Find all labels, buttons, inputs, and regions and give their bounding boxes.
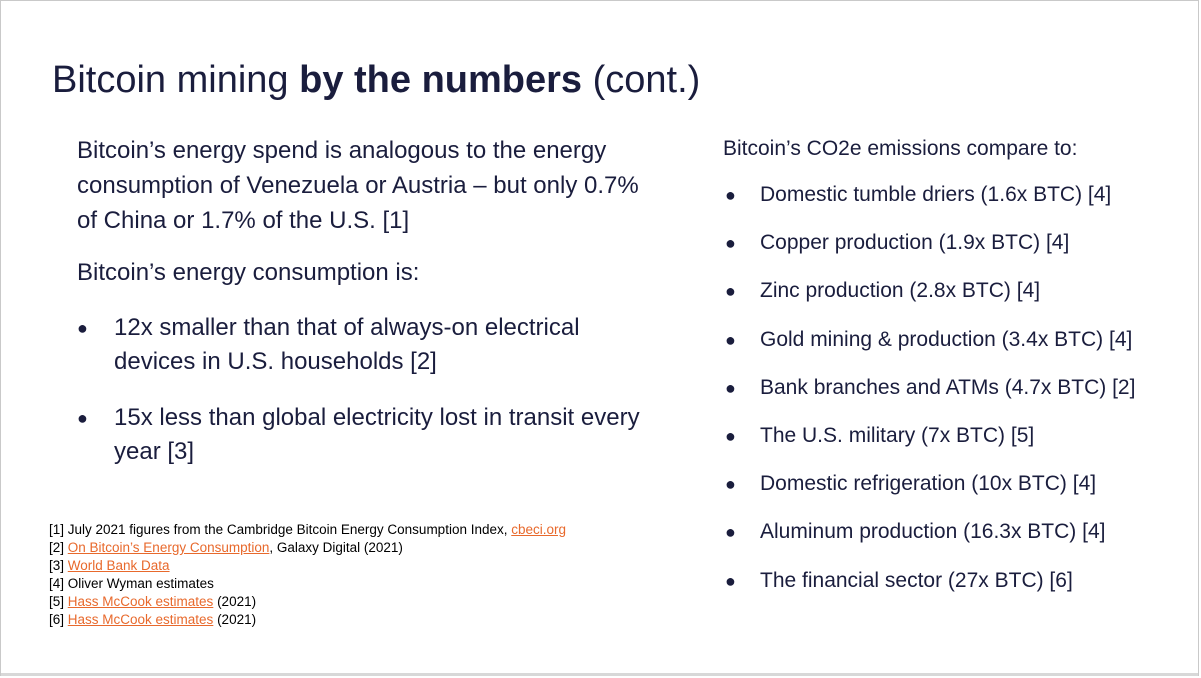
list-item: ● 15x less than global electricity lost … [77, 401, 644, 469]
bullet-icon: ● [725, 281, 736, 302]
bullet-text: Copper production (1.9x BTC) [4] [760, 231, 1070, 255]
galaxy-report-link[interactable]: On Bitcoin’s Energy Consumption [67, 540, 270, 555]
list-item: ● Aluminum production (16.3x BTC) [4] [723, 518, 1193, 566]
slide-title: Bitcoin mining by the numbers (cont.) [52, 57, 700, 103]
hass-mccook-link[interactable]: Hass McCook estimates [67, 612, 214, 627]
bullet-icon: ● [725, 474, 736, 495]
bullet-icon: ● [725, 185, 736, 205]
bullet-text: Zinc production (2.8x BTC) [4] [760, 279, 1041, 303]
right-column: Bitcoin’s CO2e emissions compare to: ● Do… [723, 135, 1193, 615]
list-item: ● Copper production (1.9x BTC) [4] [723, 229, 1193, 277]
bullet-icon: ● [725, 570, 736, 591]
list-item: ● 12x smaller than that of always-on ele… [77, 311, 644, 379]
world-bank-link[interactable]: World Bank Data [67, 558, 170, 573]
reference-text: (2021) [213, 594, 257, 609]
reference-text: [3] [49, 558, 68, 573]
bullet-icon: ● [725, 329, 736, 350]
left-column: Bitcoin’s energy spend is analogous to t… [77, 133, 657, 491]
reference-text: [6] [49, 612, 68, 627]
reference-text: (2021) [213, 612, 257, 627]
bullet-text: Domestic refrigeration (10x BTC) [4] [760, 472, 1097, 496]
bullet-text: Bank branches and ATMs (4.7x BTC) [2] [760, 375, 1136, 399]
reference-6: [6] Hass McCook estimates (2021) [49, 611, 566, 629]
bullet-text: Gold mining & production (3.4x BTC) [4] [760, 327, 1133, 351]
bullet-icon: ● [725, 522, 736, 543]
bullet-text: 12x smaller than that of always-on elect… [114, 314, 580, 375]
reference-text: [1] July 2021 figures from the Cambridge… [49, 522, 512, 537]
reference-2: [2] On Bitcoin’s Energy Consumption, Gal… [49, 539, 566, 557]
reference-3: [3] World Bank Data [49, 557, 566, 575]
energy-bullet-list: ● 12x smaller than that of always-on ele… [77, 311, 657, 469]
bullet-icon: ● [725, 377, 736, 398]
list-item: ● Domestic refrigeration (10x BTC) [4] [723, 470, 1193, 518]
reference-text: , Galaxy Digital (2021) [269, 540, 403, 555]
title-bold: by the numbers [299, 59, 583, 101]
energy-consumption-heading: Bitcoin’s energy consumption is: [77, 259, 420, 286]
bullet-icon: ● [725, 233, 736, 254]
title-part2: (cont.) [582, 59, 701, 101]
reference-text: [5] [49, 594, 68, 609]
list-item: ● Gold mining & production (3.4x BTC) [4] [723, 326, 1193, 374]
bullet-icon: ● [77, 408, 88, 428]
list-item: ● Domestic tumble driers (1.6x BTC) [4] [723, 181, 1193, 229]
reference-1: [1] July 2021 figures from the Cambridge… [49, 521, 566, 539]
bullet-text: The financial sector (27x BTC) [6] [760, 568, 1073, 592]
bullet-text: 15x less than global electricity lost in… [114, 404, 640, 465]
emissions-heading: Bitcoin’s CO2e emissions compare to: [723, 137, 1078, 160]
bullet-icon: ● [77, 318, 88, 338]
energy-analogy-paragraph: Bitcoin’s energy spend is analogous to t… [77, 137, 639, 234]
list-item: ● The financial sector (27x BTC) [6] [723, 567, 1193, 615]
references: [1] July 2021 figures from the Cambridge… [49, 521, 566, 629]
bullet-text: Domestic tumble driers (1.6x BTC) [4] [760, 183, 1112, 206]
emissions-bullet-list: ● Domestic tumble driers (1.6x BTC) [4] ●… [723, 181, 1193, 615]
list-item: ● Bank branches and ATMs (4.7x BTC) [2] [723, 374, 1193, 422]
bullet-text: Aluminum production (16.3x BTC) [4] [760, 520, 1106, 544]
list-item: ● The U.S. military (7x BTC) [5] [723, 422, 1193, 470]
reference-4: [4] Oliver Wyman estimates [49, 575, 566, 593]
reference-5: [5] Hass McCook estimates (2021) [49, 593, 566, 611]
bullet-text: The U.S. military (7x BTC) [5] [760, 423, 1035, 447]
title-part1: Bitcoin mining [52, 59, 300, 101]
bullet-icon: ● [725, 425, 736, 446]
cbeci-link[interactable]: cbeci.org [511, 522, 567, 537]
hass-mccook-link[interactable]: Hass McCook estimates [67, 594, 214, 609]
reference-text: [2] [49, 540, 68, 555]
list-item: ● Zinc production (2.8x BTC) [4] [723, 277, 1193, 325]
reference-text: [4] Oliver Wyman estimates [49, 576, 214, 591]
